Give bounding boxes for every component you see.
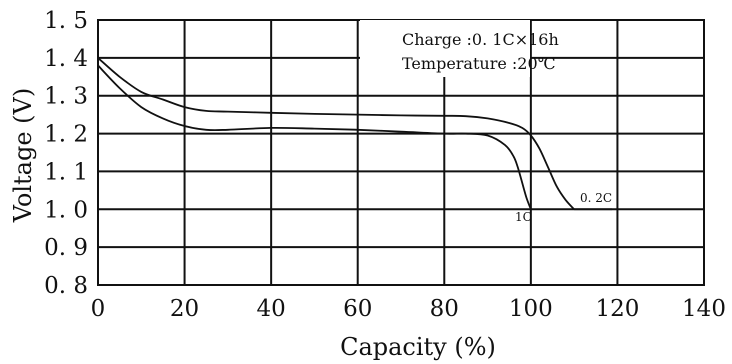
x-tick-labels: 0 20 40 60 80 100 120 140 bbox=[91, 296, 726, 322]
y-axis-label: Voltage (V) bbox=[9, 88, 37, 223]
x-tick-label: 20 bbox=[170, 296, 199, 322]
x-tick-label: 120 bbox=[595, 296, 639, 322]
annotation-box bbox=[360, 20, 530, 77]
series-line-1c bbox=[97, 64, 532, 210]
series-label-1c: 1C bbox=[515, 210, 532, 224]
y-tick-label: 0. 8 bbox=[44, 273, 88, 299]
x-tick-label: 60 bbox=[343, 296, 372, 322]
series-line-0-2c bbox=[97, 57, 575, 210]
y-tick-label: 1. 2 bbox=[44, 122, 88, 148]
y-tick-label: 1. 5 bbox=[44, 8, 88, 34]
annotation-temperature: Temperature :20℃ bbox=[402, 54, 556, 73]
x-tick-label: 40 bbox=[257, 296, 286, 322]
y-tick-label: 1. 4 bbox=[44, 46, 88, 72]
y-tick-labels: 0. 8 0. 9 1. 0 1. 1 1. 2 1. 3 1. 4 1. 5 bbox=[44, 8, 88, 299]
curves bbox=[97, 57, 613, 211]
y-tick-label: 1. 1 bbox=[44, 159, 88, 185]
x-tick-label: 0 bbox=[91, 296, 106, 322]
x-axis-label: Capacity (%) bbox=[340, 333, 496, 361]
x-tick-label: 100 bbox=[509, 296, 553, 322]
y-tick-label: 1. 0 bbox=[44, 197, 88, 223]
x-tick-label: 140 bbox=[682, 296, 726, 322]
x-tick-label: 80 bbox=[430, 296, 459, 322]
series-label-0-2c: 0. 2C bbox=[580, 191, 612, 205]
annotation-charge: Charge :0. 1C×16h bbox=[402, 30, 559, 49]
y-tick-label: 1. 3 bbox=[44, 84, 88, 110]
y-tick-label: 0. 9 bbox=[44, 235, 88, 261]
